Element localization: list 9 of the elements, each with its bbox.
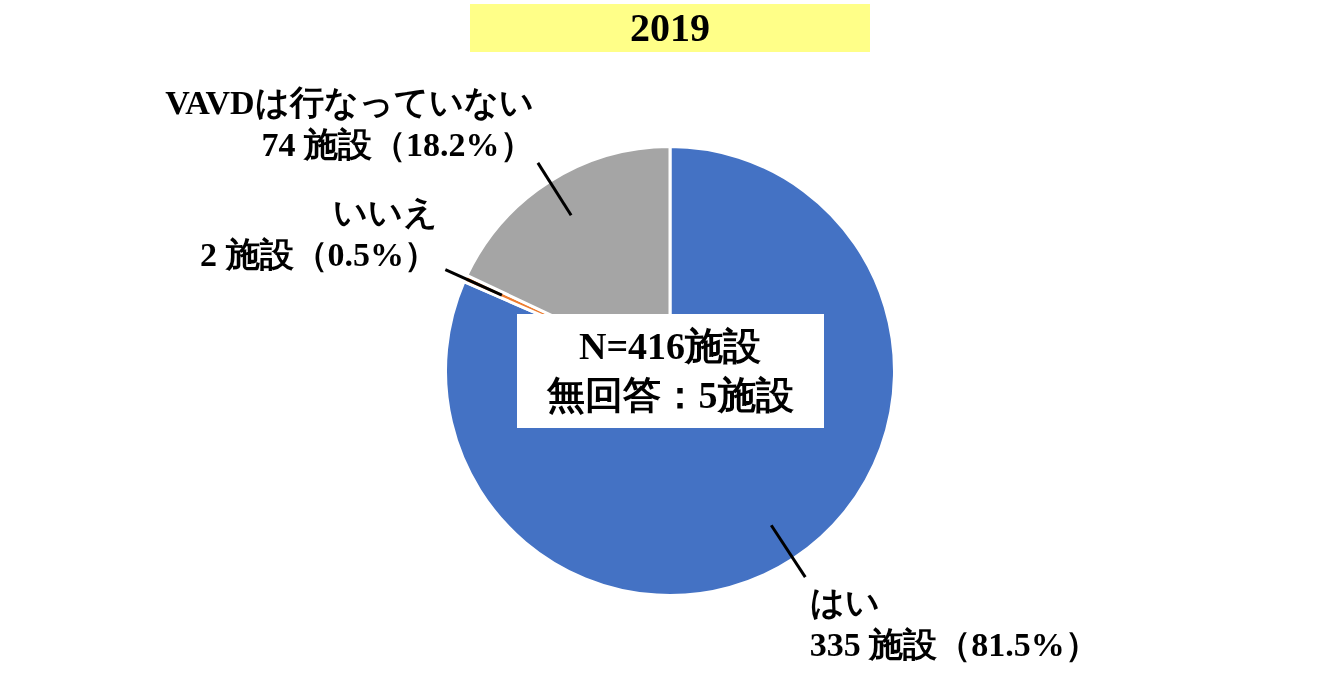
text: N=416施設 (577, 323, 763, 369)
data-label: 335 施設（81.5%） (809, 625, 1099, 663)
text: 無回答：5施設 (546, 372, 794, 418)
slice-label: VAVDは行なっていない (165, 84, 534, 122)
chart-title: 2019 (470, 4, 870, 52)
data-label: 74 施設（18.2%） (261, 126, 534, 164)
slice-label: いいえ (333, 194, 439, 232)
data-label: 2 施設（0.5%） (200, 236, 439, 274)
slice-label: はい (809, 583, 880, 621)
